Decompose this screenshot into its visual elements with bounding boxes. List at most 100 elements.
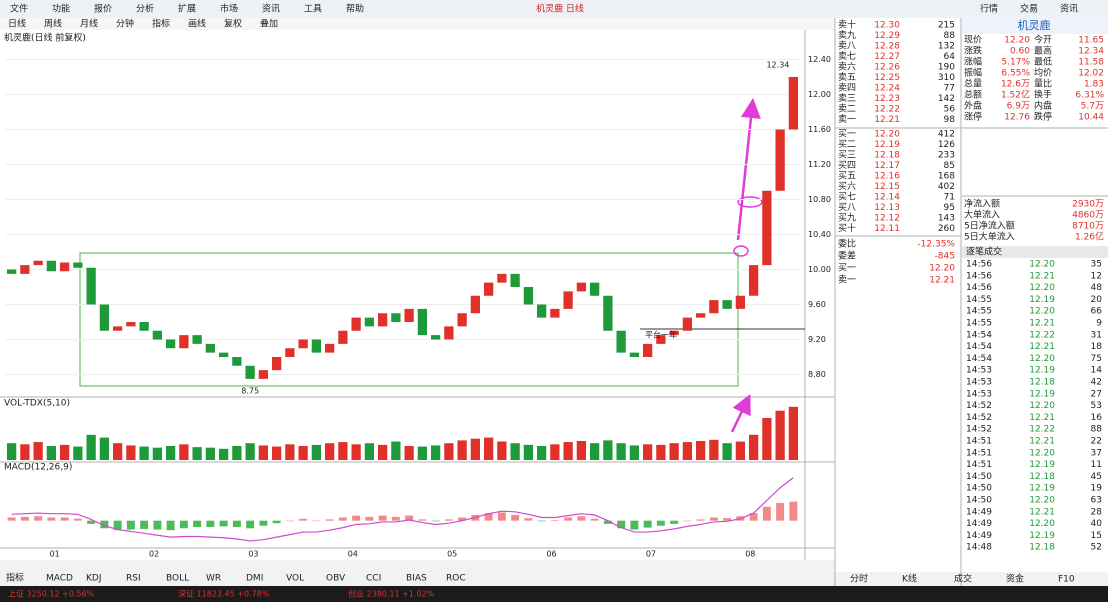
volume-bar	[245, 443, 255, 460]
menu-item[interactable]: 帮助	[346, 3, 364, 15]
candle	[656, 335, 666, 344]
trade-volume: 53	[1091, 401, 1102, 411]
trade-time: 14:48	[966, 543, 992, 553]
toolbar	[0, 18, 835, 30]
menu-item[interactable]: 功能	[52, 3, 70, 15]
menu-item[interactable]: 资讯	[262, 4, 280, 15]
trade-volume: 9	[1096, 319, 1102, 329]
flow-label: 净流入额	[964, 198, 1000, 210]
tab[interactable]: 分时	[850, 573, 868, 585]
candle	[788, 77, 799, 130]
menu-item[interactable]: 文件	[10, 3, 28, 15]
book-label: 卖二	[838, 104, 856, 115]
macd-bar	[47, 517, 56, 521]
trade-price: 12.20	[1029, 307, 1055, 317]
book-volume: 260	[938, 224, 955, 234]
toolbar-item[interactable]: 画线	[188, 18, 206, 30]
tab[interactable]: KDJ	[86, 574, 102, 584]
book-price: 12.17	[874, 161, 900, 171]
y-tick-label: 8.80	[808, 370, 826, 379]
tab[interactable]: WR	[206, 574, 221, 584]
book-volume: 64	[944, 52, 956, 62]
trade-price: 12.21	[1029, 507, 1055, 517]
candle	[152, 330, 163, 340]
macd-bar	[537, 520, 546, 522]
candle	[735, 295, 746, 309]
volume-bar	[550, 444, 560, 460]
menu-item[interactable]: 资讯	[1060, 4, 1078, 15]
quote-value: 1.83	[1084, 80, 1104, 90]
candle	[179, 335, 189, 349]
candle	[589, 282, 600, 296]
macd-bar	[153, 520, 162, 530]
trade-price: 12.19	[1029, 460, 1055, 470]
volume-bar	[775, 410, 785, 460]
center-title: 机灵鹿 日线	[536, 3, 584, 15]
book-volume: 412	[938, 130, 955, 140]
tab[interactable]: DMI	[246, 574, 263, 584]
menu-item[interactable]: 报价	[94, 3, 112, 15]
trade-price: 12.21	[1029, 271, 1055, 281]
trade-time: 14:49	[966, 507, 992, 517]
macd-bar	[60, 517, 69, 521]
trade-volume: 48	[1091, 283, 1103, 293]
menu-item[interactable]: 扩展	[178, 3, 196, 15]
tab[interactable]: OBV	[326, 574, 346, 584]
volume-bar	[616, 443, 626, 460]
tab[interactable]: 成交	[954, 573, 972, 585]
menu-bar	[0, 0, 1108, 18]
candle	[523, 287, 534, 305]
menu-item[interactable]: 工具	[304, 4, 322, 15]
trade-price: 12.21	[1029, 319, 1055, 329]
tab[interactable]: K线	[902, 573, 917, 585]
macd-bar	[113, 520, 122, 531]
menu-item[interactable]: 交易	[1020, 3, 1038, 15]
menu-item[interactable]: 行情	[980, 3, 998, 15]
tab[interactable]: VOL	[286, 574, 304, 584]
toolbar-item[interactable]: 周线	[44, 18, 62, 30]
trade-time: 14:51	[966, 437, 992, 447]
toolbar-item[interactable]: 叠加	[260, 19, 278, 30]
candle	[59, 262, 70, 272]
toolbar-item[interactable]: 月线	[80, 18, 98, 30]
macd-bar	[206, 520, 215, 527]
trade-price: 12.20	[1029, 260, 1055, 270]
volume-bar	[351, 444, 361, 460]
book-price: 12.12	[874, 214, 900, 224]
toolbar-item[interactable]: 日线	[8, 18, 26, 30]
trade-time: 14:55	[966, 307, 992, 317]
macd-bar	[140, 520, 149, 529]
trade-time: 14:53	[966, 366, 992, 376]
macd-bar	[365, 516, 374, 521]
toolbar-item[interactable]: 指标	[152, 18, 170, 30]
macd-bar	[285, 520, 294, 522]
tab[interactable]: BIAS	[406, 574, 427, 584]
stat-value: 12.21	[929, 276, 955, 286]
tab[interactable]: 指标	[6, 572, 24, 584]
tab[interactable]: 资金	[1006, 573, 1024, 585]
trade-time: 14:54	[966, 342, 992, 352]
quote-label: 现价	[964, 35, 982, 46]
tab[interactable]: RSI	[126, 574, 141, 584]
tab-bar	[0, 560, 835, 586]
book-volume: 95	[944, 203, 955, 213]
tab[interactable]: CCI	[366, 574, 381, 584]
candle	[762, 190, 772, 266]
y-tick-label: 12.40	[808, 55, 831, 64]
tab[interactable]: ROC	[446, 574, 466, 584]
menu-item[interactable]: 分析	[136, 3, 154, 15]
menu-item[interactable]: 市场	[220, 3, 238, 15]
stat-value: -12.35%	[917, 240, 955, 250]
tab[interactable]: F10	[1058, 575, 1075, 585]
candle	[112, 326, 123, 331]
tab[interactable]: BOLL	[166, 574, 189, 584]
candle	[139, 322, 149, 331]
toolbar-item[interactable]: 复权	[224, 18, 242, 30]
volume-bar	[563, 442, 573, 460]
trade-price: 12.20	[1029, 448, 1055, 458]
volume-bar	[510, 443, 520, 460]
trade-volume: 45	[1091, 472, 1102, 482]
candle	[576, 282, 587, 292]
toolbar-item[interactable]: 分钟	[116, 18, 134, 30]
tab[interactable]: MACD	[46, 574, 73, 584]
